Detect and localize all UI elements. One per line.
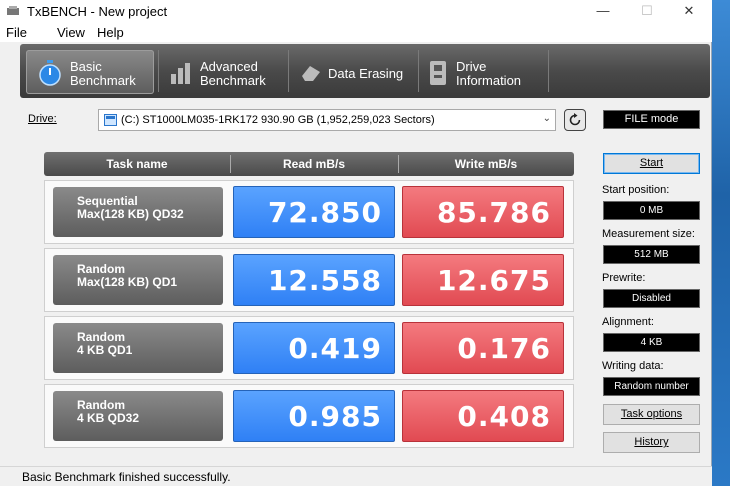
menu-file[interactable]: File (6, 25, 27, 40)
tab-bar: Basic Benchmark Advanced Benchmark Data … (20, 44, 710, 98)
tab-label-line2: Information (456, 73, 522, 88)
table-row: Random 4 KB QD1 0.419 0.176 (44, 316, 574, 380)
header-task-name: Task name (106, 157, 168, 171)
drive-select-value: (C:) ST1000LM035-1RK172 930.90 GB (1,952… (121, 114, 435, 126)
measurement-size-value[interactable]: 512 MB (603, 245, 700, 264)
read-value: 72.850 (233, 186, 395, 238)
tab-label-line2: Benchmark (200, 73, 266, 88)
bar-chart-icon (171, 63, 190, 84)
tab-data-erasing[interactable]: Data Erasing (290, 50, 414, 94)
tab-label-line1: Drive (456, 59, 487, 74)
app-window: TxBENCH - New project — ☐ ✕ File View He… (0, 0, 712, 486)
task-name-button[interactable]: Random 4 KB QD32 (53, 391, 223, 441)
task-name-line1: Sequential (77, 194, 138, 208)
desktop-background (712, 0, 730, 486)
task-name-button[interactable]: Random Max(128 KB) QD1 (53, 255, 223, 305)
tab-drive-information[interactable]: Drive Information (420, 50, 544, 94)
drive-info-icon (430, 61, 446, 85)
start-button[interactable]: Start (603, 153, 700, 174)
header-write: Write mB/s (454, 157, 518, 171)
write-value: 0.408 (402, 390, 564, 442)
file-mode-indicator: FILE mode (603, 110, 700, 129)
drive-label: Drive: (28, 113, 57, 125)
maximize-button[interactable]: ☐ (641, 3, 653, 18)
tab-divider (548, 50, 549, 92)
drive-icon (104, 114, 117, 126)
tab-label-line1: Advanced (200, 59, 258, 74)
writing-data-value[interactable]: Random number (603, 377, 700, 396)
read-value: 0.419 (233, 322, 395, 374)
write-value: 85.786 (402, 186, 564, 238)
task-options-button[interactable]: Task options (603, 404, 700, 425)
task-name-line1: Random (77, 330, 125, 344)
title-bar: TxBENCH - New project — ☐ ✕ (0, 0, 712, 22)
history-button[interactable]: History (603, 432, 700, 453)
writing-data-label: Writing data: (602, 360, 664, 372)
table-header: Task name Read mB/s Write mB/s (44, 152, 574, 176)
stopwatch-icon (39, 60, 61, 86)
task-name-line2: 4 KB QD32 (77, 411, 140, 425)
task-name-line2: 4 KB QD1 (77, 343, 133, 357)
alignment-value[interactable]: 4 KB (603, 333, 700, 352)
task-name-button[interactable]: Random 4 KB QD1 (53, 323, 223, 373)
alignment-label: Alignment: (602, 316, 654, 328)
task-name-line1: Random (77, 398, 125, 412)
task-name-button[interactable]: Sequential Max(128 KB) QD32 (53, 187, 223, 237)
header-divider (230, 155, 231, 173)
header-divider (398, 155, 399, 173)
start-position-value[interactable]: 0 MB (603, 201, 700, 220)
tab-divider (158, 50, 159, 92)
tab-divider (288, 50, 289, 92)
menu-help[interactable]: Help (97, 25, 124, 40)
menu-bar: File View Help (0, 22, 712, 42)
prewrite-value[interactable]: Disabled (603, 289, 700, 308)
eraser-icon (302, 66, 320, 81)
status-text: Basic Benchmark finished successfully. (22, 470, 231, 484)
menu-view[interactable]: View (57, 25, 85, 40)
drive-select[interactable]: (C:) ST1000LM035-1RK172 930.90 GB (1,952… (98, 109, 556, 131)
tab-advanced-benchmark[interactable]: Advanced Benchmark (160, 50, 284, 94)
tab-label: Data Erasing (328, 66, 404, 81)
results-table: Task name Read mB/s Write mB/s Sequentia… (44, 152, 574, 456)
minimize-button[interactable]: — (596, 3, 610, 18)
read-value: 12.558 (233, 254, 395, 306)
measurement-size-label: Measurement size: (602, 228, 695, 240)
status-bar: Basic Benchmark finished successfully. (0, 466, 712, 486)
task-name-line2: Max(128 KB) QD1 (77, 275, 178, 289)
table-row: Sequential Max(128 KB) QD32 72.850 85.78… (44, 180, 574, 244)
close-button[interactable]: ✕ (683, 3, 695, 18)
app-icon (7, 6, 19, 15)
table-row: Random 4 KB QD32 0.985 0.408 (44, 384, 574, 448)
refresh-icon (569, 113, 581, 126)
tab-label-line2: Benchmark (70, 73, 136, 88)
chevron-down-icon: ⌄ (542, 113, 551, 124)
header-read: Read mB/s (282, 157, 346, 171)
refresh-button[interactable] (564, 109, 586, 131)
read-value: 0.985 (233, 390, 395, 442)
start-position-label: Start position: (602, 184, 670, 196)
tab-label-line1: Basic (70, 59, 102, 74)
task-name-line1: Random (77, 262, 125, 276)
tab-divider (418, 50, 419, 92)
task-name-line2: Max(128 KB) QD32 (77, 207, 184, 221)
table-row: Random Max(128 KB) QD1 12.558 12.675 (44, 248, 574, 312)
write-value: 12.675 (402, 254, 564, 306)
tab-basic-benchmark[interactable]: Basic Benchmark (26, 50, 154, 94)
window-title: TxBENCH - New project (27, 4, 168, 19)
prewrite-label: Prewrite: (602, 272, 646, 284)
write-value: 0.176 (402, 322, 564, 374)
